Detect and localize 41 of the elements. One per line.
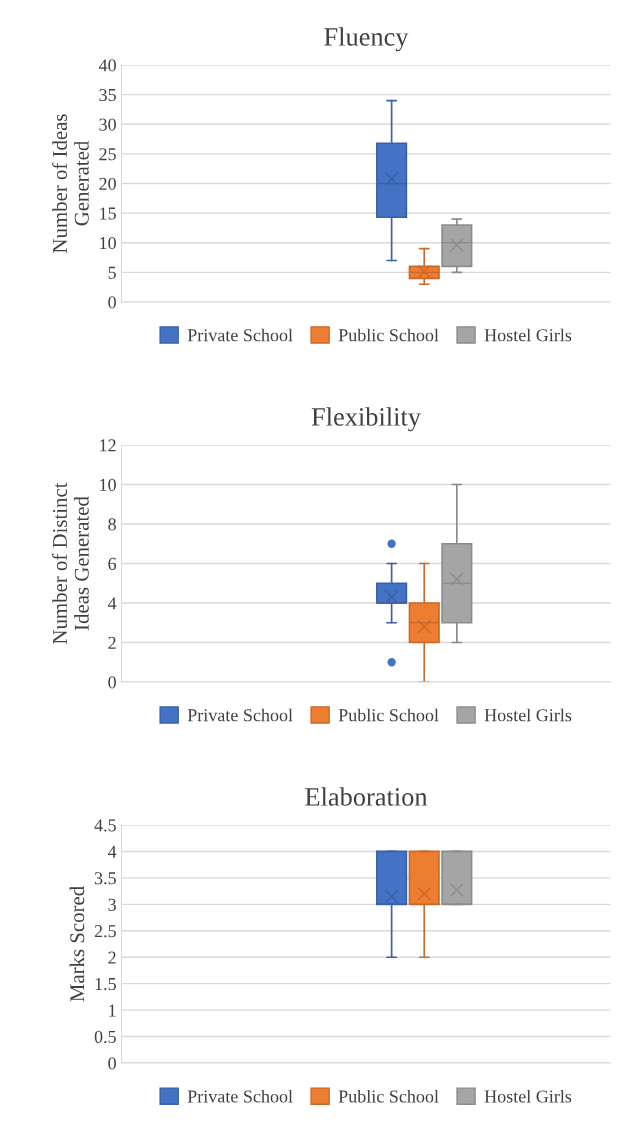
- y-tick-label: 3.5: [94, 872, 116, 885]
- legend-label: Hostel Girls: [484, 328, 572, 342]
- chart-title: Elaboration: [305, 787, 428, 806]
- y-axis-title: Marks Scored: [69, 886, 85, 1002]
- y-tick-label: 30: [99, 118, 116, 131]
- y-tick-label: 25: [99, 148, 116, 161]
- legend-label: Public School: [338, 328, 439, 342]
- legend-label: Private School: [187, 1089, 293, 1103]
- chart-title: Flexibility: [311, 407, 421, 432]
- y-tick-label: 10: [100, 478, 116, 491]
- y-tick-label: 40: [98, 59, 116, 72]
- y-tick-label: 35: [99, 88, 116, 102]
- y-tick-label: 8: [108, 518, 116, 531]
- y-tick-label: 4: [107, 597, 117, 610]
- y-tick-label: 12: [100, 439, 116, 452]
- legend-label: Hostel Girls: [484, 1089, 572, 1103]
- y-axis-title: Number of Ideas Generated: [52, 114, 89, 253]
- legend-label: Private School: [187, 708, 293, 722]
- y-tick-label: 6: [108, 557, 117, 570]
- y-tick-label: 3: [108, 898, 116, 911]
- chart-title: Fluency: [324, 27, 409, 52]
- y-tick-label: 0.5: [94, 1030, 116, 1044]
- y-tick-label: 2: [108, 636, 116, 649]
- legend-label: Public School: [338, 1089, 439, 1103]
- legend-label: Private School: [187, 328, 293, 342]
- y-tick-label: 10: [100, 237, 116, 250]
- y-tick-label: 20: [99, 177, 116, 190]
- y-tick-label: 5: [108, 266, 116, 279]
- y-tick-label: 0: [108, 676, 116, 689]
- y-tick-label: 1.5: [95, 978, 116, 991]
- y-tick-label: 0: [108, 296, 116, 309]
- y-tick-label: 4.5: [94, 819, 116, 832]
- legend-label: Hostel Girls: [484, 708, 572, 722]
- y-tick-label: 4: [107, 845, 117, 858]
- legend-label: Public School: [338, 708, 439, 722]
- y-axis-title: Number of Distinct Ideas Generated: [52, 482, 89, 644]
- y-tick-label: 2.5: [94, 925, 116, 938]
- y-tick-label: 1: [109, 1004, 116, 1017]
- y-tick-label: 15: [100, 207, 116, 220]
- y-tick-label: 2: [108, 951, 116, 964]
- y-tick-label: 0: [108, 1057, 116, 1070]
